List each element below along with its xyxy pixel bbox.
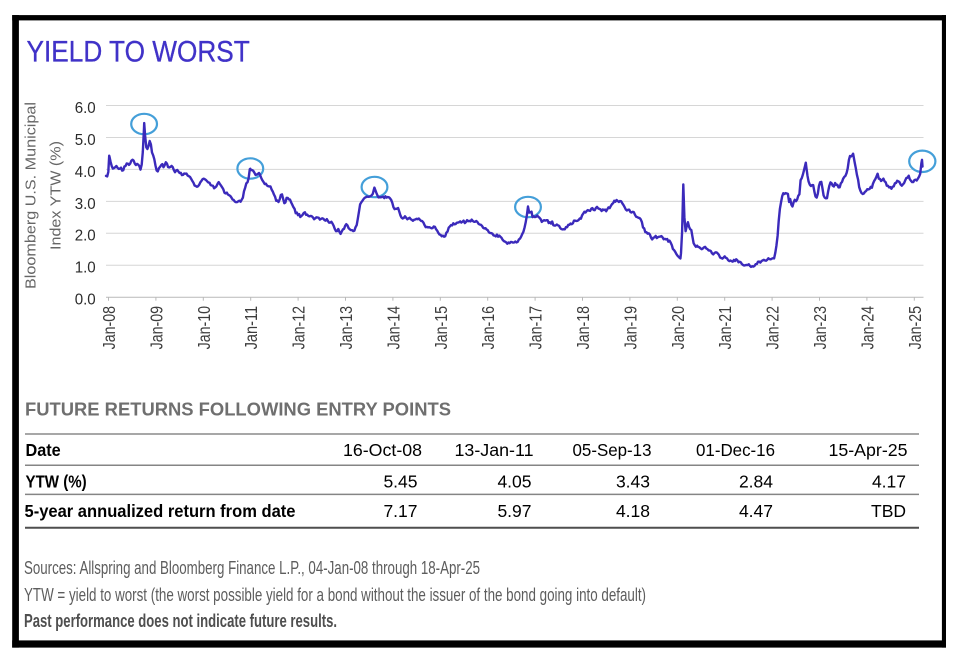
svg-text:Sources: Allspring and Bloombe: Sources: Allspring and Bloomberg Finance… xyxy=(24,558,480,578)
svg-text:Jan-10: Jan-10 xyxy=(194,306,214,350)
svg-text:6.0: 6.0 xyxy=(75,100,96,117)
svg-text:2.84: 2.84 xyxy=(739,471,773,491)
svg-text:4.18: 4.18 xyxy=(616,501,650,521)
svg-text:Jan-12: Jan-12 xyxy=(289,306,309,350)
svg-text:5.97: 5.97 xyxy=(497,501,531,521)
svg-text:Jan-11: Jan-11 xyxy=(241,306,261,350)
svg-text:0.0: 0.0 xyxy=(75,292,96,309)
svg-text:Jan-17: Jan-17 xyxy=(526,306,546,350)
svg-text:Jan-09: Jan-09 xyxy=(146,306,166,350)
svg-text:4.47: 4.47 xyxy=(739,501,773,521)
svg-text:YTW (%): YTW (%) xyxy=(26,471,87,491)
svg-text:16-Oct-08: 16-Oct-08 xyxy=(343,440,422,460)
svg-text:Date: Date xyxy=(26,440,61,460)
svg-text:4.0: 4.0 xyxy=(75,164,96,181)
svg-text:Jan-25: Jan-25 xyxy=(905,306,925,350)
svg-text:15-Apr-25: 15-Apr-25 xyxy=(829,440,908,460)
svg-text:4.17: 4.17 xyxy=(872,471,906,491)
svg-text:1.0: 1.0 xyxy=(75,260,96,277)
svg-text:YTW = yield to worst (the wors: YTW = yield to worst (the worst possible… xyxy=(24,585,646,605)
svg-text:Jan-08: Jan-08 xyxy=(99,306,119,350)
svg-text:Jan-19: Jan-19 xyxy=(620,306,640,350)
svg-text:05-Sep-13: 05-Sep-13 xyxy=(573,440,652,460)
svg-text:2.0: 2.0 xyxy=(75,228,96,245)
svg-text:5-year annualized return from: 5-year annualized return from date xyxy=(25,501,296,521)
svg-text:Jan-22: Jan-22 xyxy=(763,306,783,350)
svg-text:7.17: 7.17 xyxy=(383,501,417,521)
svg-text:FUTURE RETURNS FOLLOWING ENTRY: FUTURE RETURNS FOLLOWING ENTRY POINTS xyxy=(25,398,451,419)
svg-text:4.05: 4.05 xyxy=(497,471,531,491)
svg-text:Index YTW (%): Index YTW (%) xyxy=(48,141,65,250)
svg-text:Jan-21: Jan-21 xyxy=(715,306,735,350)
svg-text:Jan-15: Jan-15 xyxy=(431,306,451,350)
svg-text:Past performance does not indi: Past performance does not indicate futur… xyxy=(24,611,337,631)
svg-text:Jan-18: Jan-18 xyxy=(573,306,593,350)
svg-text:Jan-13: Jan-13 xyxy=(336,306,356,350)
svg-text:5.45: 5.45 xyxy=(383,471,417,491)
svg-text:Jan-23: Jan-23 xyxy=(810,306,830,350)
svg-text:Jan-14: Jan-14 xyxy=(383,306,403,350)
svg-text:01-Dec-16: 01-Dec-16 xyxy=(696,440,775,460)
svg-text:Jan-24: Jan-24 xyxy=(857,306,877,350)
svg-text:3.43: 3.43 xyxy=(616,471,650,491)
svg-text:Jan-16: Jan-16 xyxy=(478,306,498,350)
svg-text:13-Jan-11: 13-Jan-11 xyxy=(455,440,534,460)
svg-text:Bloomberg U.S. Municipal: Bloomberg U.S. Municipal xyxy=(23,102,40,289)
svg-text:5.0: 5.0 xyxy=(75,132,96,149)
svg-text:YIELD TO WORST: YIELD TO WORST xyxy=(27,36,250,69)
svg-text:3.0: 3.0 xyxy=(75,196,96,213)
svg-text:Jan-20: Jan-20 xyxy=(668,306,688,350)
svg-text:TBD: TBD xyxy=(871,501,906,521)
